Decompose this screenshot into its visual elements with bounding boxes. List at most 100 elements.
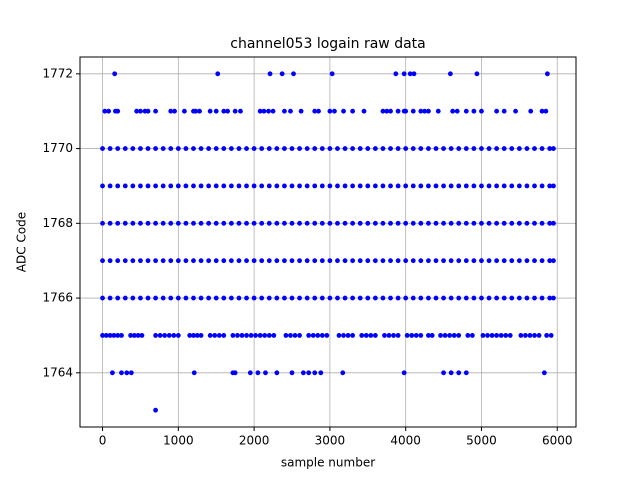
point: [106, 108, 112, 114]
point: [270, 108, 276, 114]
point: [547, 183, 553, 189]
point: [524, 183, 530, 189]
point: [319, 220, 325, 226]
point: [524, 258, 530, 264]
point: [463, 295, 469, 301]
point: [115, 295, 121, 301]
point: [207, 108, 213, 114]
point: [160, 220, 166, 226]
point: [160, 295, 166, 301]
point: [532, 333, 537, 338]
point: [403, 108, 409, 114]
point: [289, 370, 295, 376]
point: [312, 370, 318, 376]
point: [539, 146, 545, 151]
point: [198, 258, 204, 264]
point: [274, 258, 280, 264]
point: [175, 183, 181, 189]
point: [107, 295, 113, 301]
point: [236, 220, 242, 226]
point: [145, 295, 151, 301]
point: [335, 183, 340, 189]
point: [198, 295, 204, 301]
y-tick-label: 1768: [42, 216, 73, 230]
point: [494, 146, 500, 151]
point: [463, 183, 469, 189]
point: [304, 146, 310, 151]
point: [266, 108, 271, 114]
point: [282, 295, 287, 301]
point: [107, 258, 113, 264]
point: [524, 220, 530, 226]
point: [463, 146, 469, 151]
point: [489, 333, 495, 338]
point: [228, 146, 234, 151]
point: [221, 295, 227, 301]
point: [363, 333, 369, 338]
point: [361, 108, 367, 114]
point: [312, 108, 318, 114]
point: [456, 258, 462, 264]
point: [388, 295, 393, 301]
point: [316, 108, 321, 114]
point: [342, 258, 348, 264]
point: [395, 295, 401, 301]
x-tick-label: 5000: [466, 434, 497, 448]
point: [527, 333, 533, 338]
point: [109, 370, 115, 376]
point: [456, 370, 462, 376]
point: [516, 258, 522, 264]
point: [262, 333, 268, 338]
point: [228, 295, 234, 301]
point: [509, 146, 515, 151]
point: [433, 183, 439, 189]
point: [221, 220, 227, 226]
point: [365, 220, 371, 226]
point: [418, 333, 424, 338]
point: [395, 258, 401, 264]
point: [153, 333, 158, 338]
point: [494, 183, 500, 189]
point: [259, 146, 265, 151]
point: [395, 146, 401, 151]
point: [501, 108, 507, 114]
point: [501, 146, 507, 151]
point: [213, 258, 219, 264]
point: [130, 220, 136, 226]
point: [350, 183, 356, 189]
point: [100, 146, 105, 151]
point: [138, 220, 143, 226]
point: [213, 146, 219, 151]
point: [239, 333, 245, 338]
point: [145, 108, 151, 114]
x-tick-label: 4000: [390, 434, 421, 448]
point: [107, 146, 113, 151]
point: [183, 295, 189, 301]
point: [271, 333, 277, 338]
point: [456, 146, 462, 151]
point: [418, 220, 424, 226]
point: [187, 333, 193, 338]
point: [130, 295, 136, 301]
point: [388, 146, 393, 151]
point: [175, 295, 181, 301]
point: [153, 108, 158, 114]
point: [145, 146, 151, 151]
point: [115, 183, 121, 189]
point: [244, 220, 249, 226]
point: [418, 108, 424, 114]
point: [480, 333, 486, 338]
point: [501, 295, 507, 301]
point: [523, 333, 528, 338]
point: [198, 220, 204, 226]
x-tick-label: 0: [99, 434, 107, 448]
point: [207, 333, 213, 338]
point: [501, 220, 507, 226]
point: [312, 295, 318, 301]
point: [130, 183, 136, 189]
point: [115, 108, 121, 114]
point: [433, 295, 439, 301]
point: [266, 146, 272, 151]
point: [350, 258, 356, 264]
point: [539, 108, 545, 114]
